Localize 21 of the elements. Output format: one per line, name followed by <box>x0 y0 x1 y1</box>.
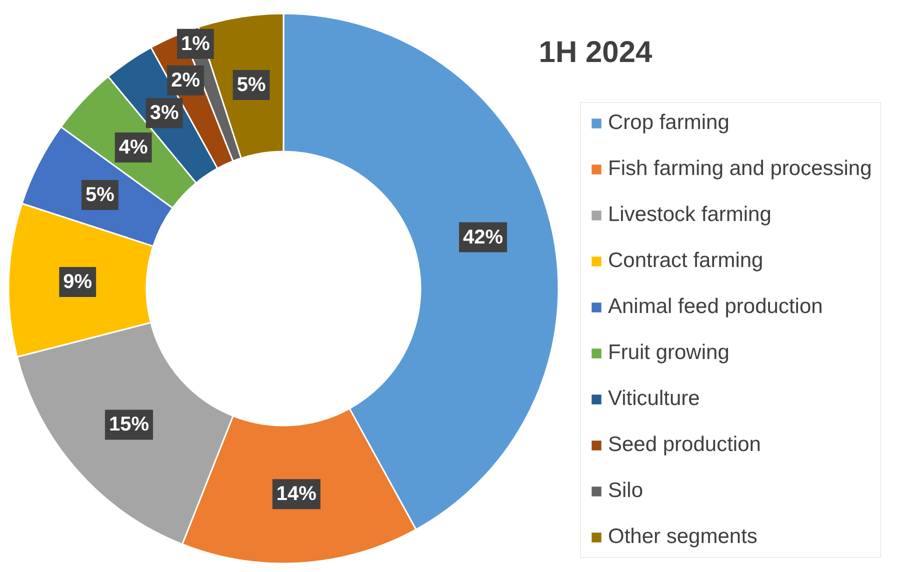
data-label: 5% <box>86 184 115 206</box>
legend-label: Viticulture <box>608 387 700 411</box>
legend-label: Fish farming and processing <box>608 157 872 181</box>
legend-label: Crop farming <box>608 111 730 135</box>
legend-label: Livestock farming <box>608 203 772 227</box>
legend-label: Seed production <box>608 433 761 457</box>
data-label: 5% <box>236 74 266 96</box>
data-label: 14% <box>276 483 317 506</box>
data-label: 1% <box>180 32 210 55</box>
legend-label: Fruit growing <box>608 341 730 365</box>
data-label: 42% <box>463 226 504 248</box>
text: 1H 2024 <box>538 36 653 69</box>
data-label: 9% <box>63 271 92 294</box>
legend-label: Contract farming <box>608 249 764 273</box>
data-label: 2% <box>171 69 200 92</box>
data-label: 3% <box>150 102 180 124</box>
data-label: 4% <box>118 136 148 158</box>
legend-label: Other segments <box>608 525 758 549</box>
data-label: 15% <box>108 414 150 436</box>
legend-label: Animal feed production <box>608 295 823 319</box>
legend-label: Silo <box>608 479 644 503</box>
